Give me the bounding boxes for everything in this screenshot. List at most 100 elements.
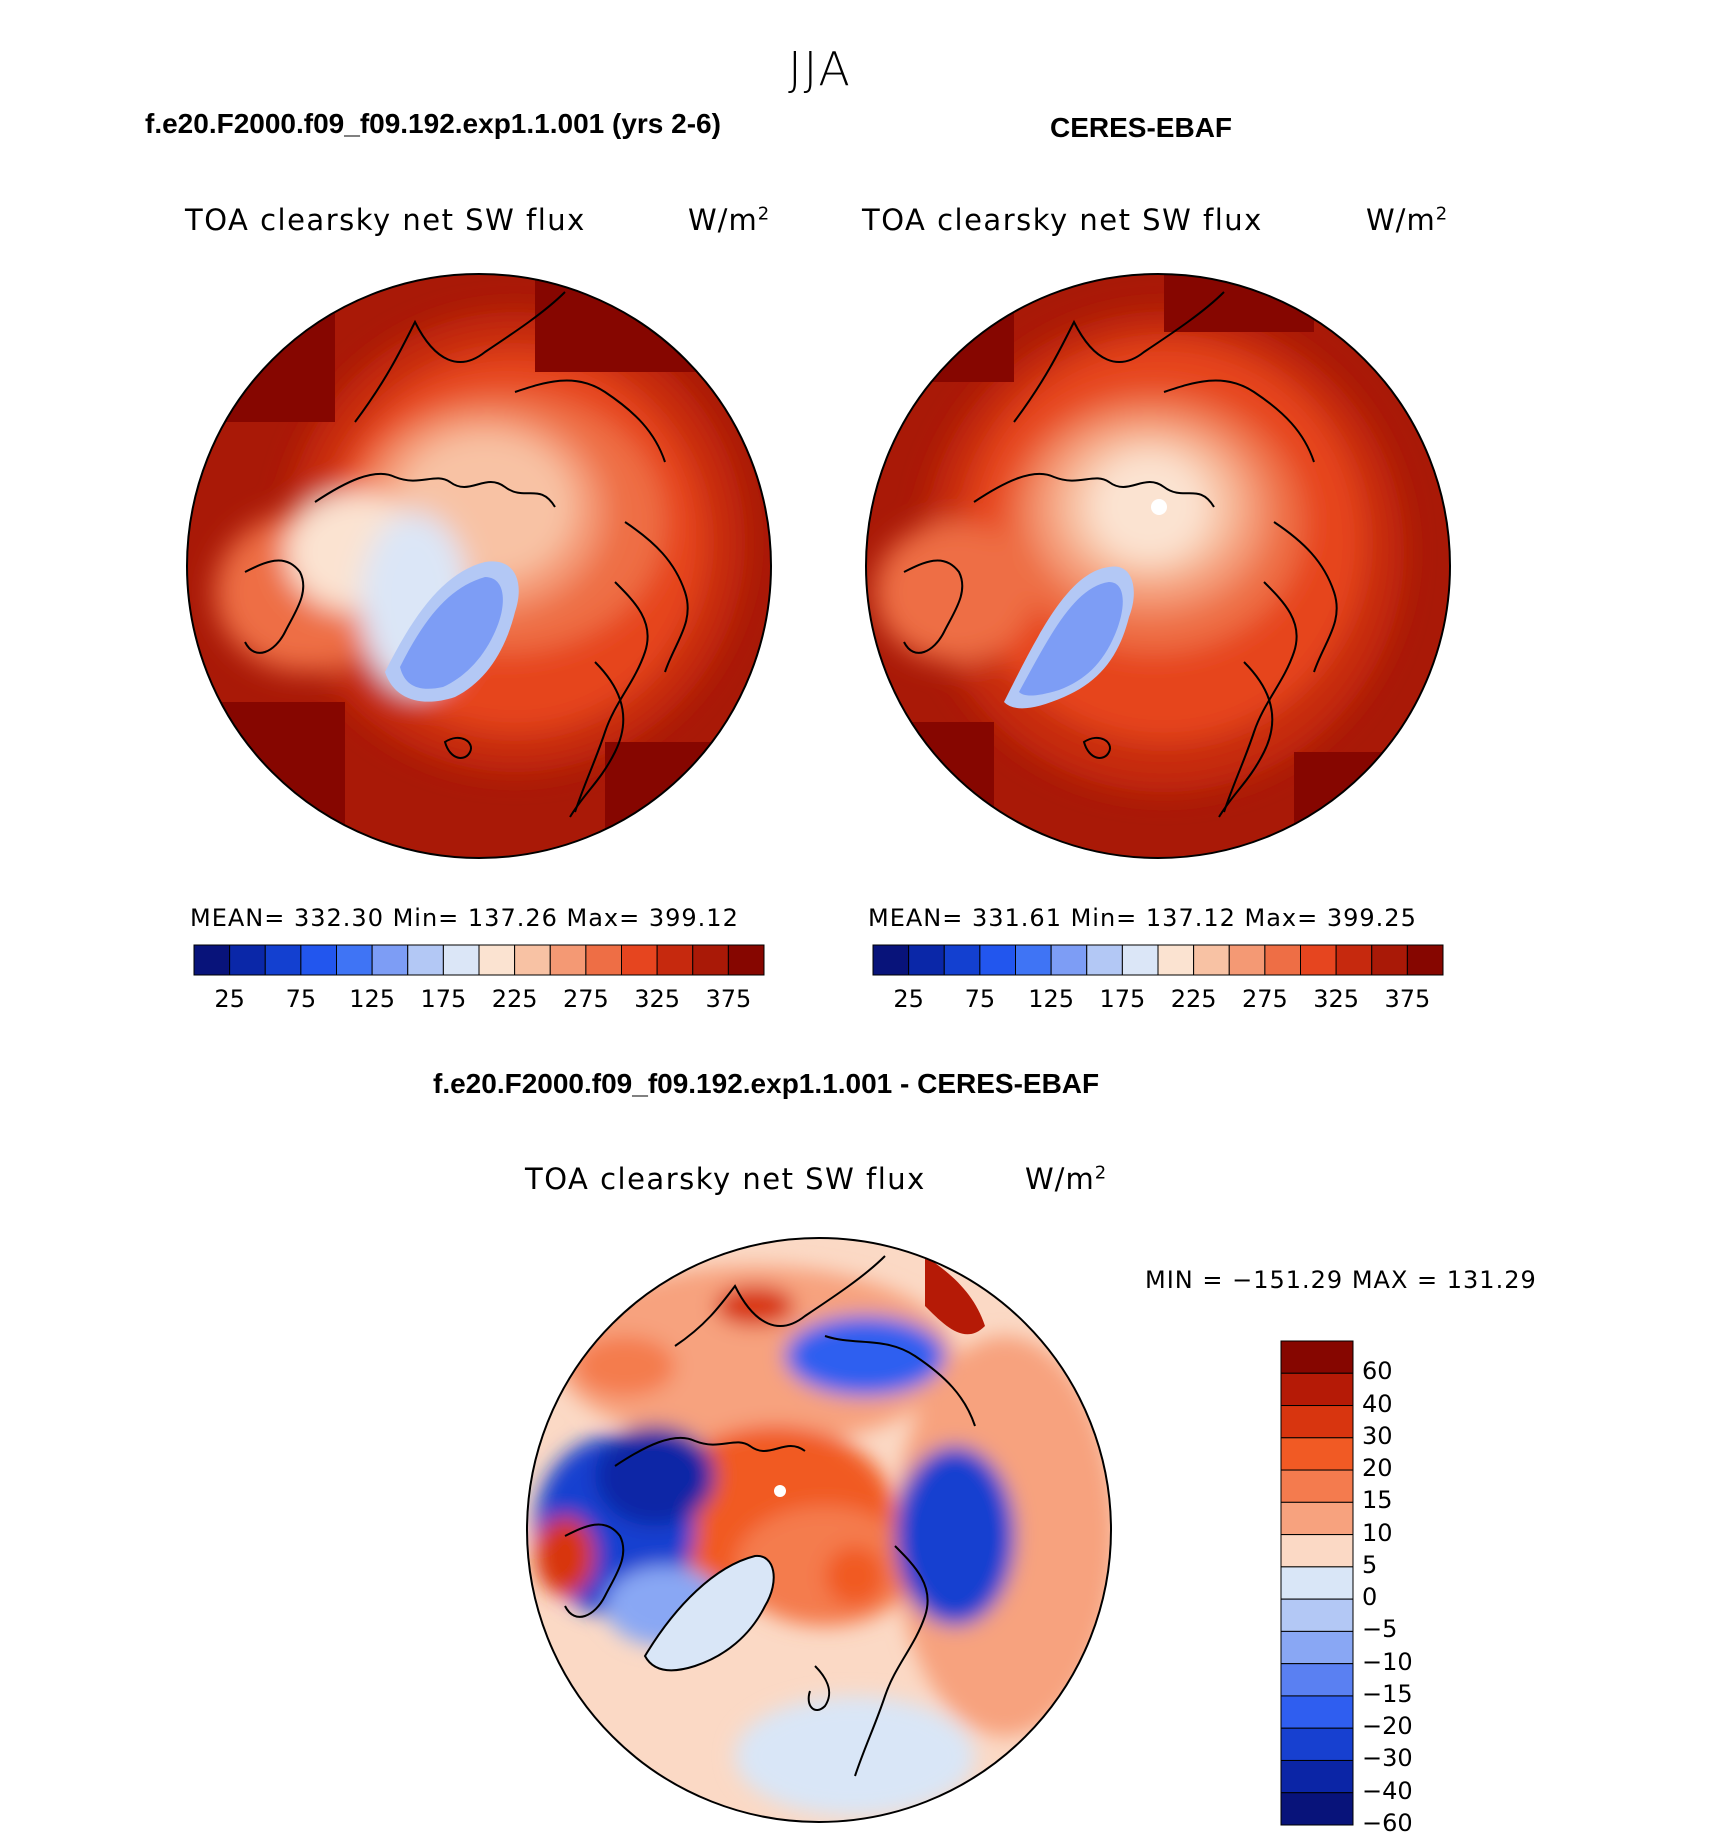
colorbar-swatch xyxy=(1280,1501,1354,1536)
colorbar-tick-label: −5 xyxy=(1362,1615,1398,1644)
colorbar-tick-label: 25 xyxy=(214,985,245,1013)
colorbar-tick-label: 75 xyxy=(964,985,996,1013)
colorbar-swatch xyxy=(1371,944,1408,976)
colorbar-swatch xyxy=(1280,1566,1354,1600)
colorbar-swatch xyxy=(193,944,231,976)
colorbar-swatch xyxy=(300,944,337,976)
colorbar-swatch xyxy=(943,944,981,976)
colorbar-swatch xyxy=(1228,944,1266,976)
right-polar-map xyxy=(865,273,1451,859)
colorbar-swatch xyxy=(371,944,409,976)
diff-units-label: W/m2 xyxy=(1025,1162,1108,1196)
colorbar-swatch xyxy=(585,944,622,976)
colorbar-tick-label: 5 xyxy=(1362,1550,1378,1579)
colorbar-swatch xyxy=(407,944,444,976)
colorbar-tick-label: 125 xyxy=(349,985,396,1013)
colorbar-swatch xyxy=(1193,944,1230,976)
colorbar-swatch xyxy=(872,944,910,976)
colorbar-swatch xyxy=(621,944,658,976)
colorbar-tick-label: 225 xyxy=(1170,985,1217,1013)
colorbar-swatch xyxy=(1406,944,1444,976)
colorbar-swatch xyxy=(1280,1469,1354,1503)
diff-colorbar-labels: 60 40 30 20 15 10 5 0 −5 −10 −15 −20 −30 −40 −60 xyxy=(1362,1340,1462,1837)
colorbar-tick-label: 275 xyxy=(1241,985,1288,1013)
colorbar-swatch xyxy=(1280,1695,1354,1729)
right-colorbar-labels: 25 75 125 175 225 275 325 375 xyxy=(872,985,1444,1015)
difference-polar-map xyxy=(526,1237,1112,1823)
colorbar-tick-label: 275 xyxy=(562,985,609,1013)
colorbar-swatch xyxy=(1157,944,1195,976)
colorbar-swatch xyxy=(1280,1372,1354,1407)
right-variable-label: TOA clearsky net SW flux xyxy=(862,203,1263,237)
colorbar-swatch xyxy=(1280,1759,1354,1794)
colorbar-tick-label: 375 xyxy=(1384,985,1431,1013)
colorbar-tick-label: 0 xyxy=(1362,1583,1378,1612)
colorbar-swatch xyxy=(1015,944,1052,976)
colorbar-swatch xyxy=(908,944,945,976)
left-colorbar-labels: 25 75 125 175 225 275 325 375 xyxy=(193,985,765,1015)
colorbar-tick-label: −60 xyxy=(1362,1809,1413,1837)
right-stats: MEAN= 331.61 Min= 137.12 Max= 399.25 xyxy=(868,904,1417,932)
colorbar-tick-label: −30 xyxy=(1362,1744,1413,1773)
colorbar-swatch xyxy=(478,944,516,976)
colorbar-swatch xyxy=(1280,1663,1354,1697)
colorbar-tick-label: 10 xyxy=(1362,1518,1393,1547)
colorbar-tick-label: −20 xyxy=(1362,1712,1413,1741)
colorbar-swatch xyxy=(549,944,587,976)
colorbar-tick-label: −40 xyxy=(1362,1776,1413,1805)
colorbar-swatch xyxy=(1280,1598,1354,1632)
colorbar-swatch xyxy=(1280,1534,1354,1568)
colorbar-tick-label: 375 xyxy=(705,985,752,1013)
colorbar-tick-label: 25 xyxy=(893,985,924,1013)
right-units-label: W/m2 xyxy=(1366,203,1449,237)
left-units-label: W/m2 xyxy=(688,203,771,237)
colorbar-swatch xyxy=(1280,1437,1354,1471)
obs-case-title: CERES-EBAF xyxy=(1050,112,1233,143)
colorbar-swatch xyxy=(1121,944,1159,976)
colorbar-swatch xyxy=(1280,1405,1354,1439)
colorbar-tick-label: 325 xyxy=(634,985,681,1013)
colorbar-tick-label: 40 xyxy=(1362,1389,1393,1418)
diff-stats: MIN = −151.29 MAX = 131.29 xyxy=(1145,1266,1537,1294)
colorbar-swatch xyxy=(264,944,302,976)
colorbar-tick-label: −15 xyxy=(1362,1679,1413,1708)
test-case-title: f.e20.F2000.f09_f09.192.exp1.1.001 (yrs … xyxy=(145,108,721,139)
left-colorbar xyxy=(193,944,765,976)
colorbar-swatch xyxy=(656,944,694,976)
colorbar-swatch xyxy=(229,944,266,976)
colorbar-swatch xyxy=(1300,944,1337,976)
left-stats: MEAN= 332.30 Min= 137.26 Max= 399.12 xyxy=(190,904,739,932)
colorbar-swatch xyxy=(727,944,765,976)
colorbar-swatch xyxy=(1264,944,1301,976)
colorbar-swatch xyxy=(692,944,729,976)
colorbar-tick-label: −10 xyxy=(1362,1647,1413,1676)
colorbar-swatch xyxy=(336,944,373,976)
colorbar-tick-label: 325 xyxy=(1313,985,1360,1013)
diff-colorbar xyxy=(1280,1340,1354,1826)
difference-title: f.e20.F2000.f09_f09.192.exp1.1.001 - CER… xyxy=(433,1068,1100,1099)
colorbar-tick-label: 175 xyxy=(420,985,467,1013)
colorbar-tick-label: 225 xyxy=(491,985,538,1013)
left-variable-label: TOA clearsky net SW flux xyxy=(185,203,586,237)
colorbar-swatch xyxy=(1280,1340,1354,1374)
right-colorbar xyxy=(872,944,1444,976)
colorbar-swatch xyxy=(442,944,480,976)
colorbar-tick-label: 125 xyxy=(1028,985,1075,1013)
colorbar-swatch xyxy=(979,944,1016,976)
colorbar-swatch xyxy=(1050,944,1088,976)
colorbar-tick-label: 20 xyxy=(1362,1454,1393,1483)
colorbar-tick-label: 30 xyxy=(1362,1421,1393,1450)
season-title: JJA xyxy=(788,42,852,96)
colorbar-swatch xyxy=(1280,1727,1354,1761)
colorbar-swatch xyxy=(1280,1630,1354,1665)
colorbar-swatch xyxy=(1335,944,1373,976)
colorbar-tick-label: 15 xyxy=(1362,1486,1393,1515)
colorbar-swatch xyxy=(1086,944,1123,976)
left-polar-map xyxy=(186,273,772,859)
colorbar-tick-label: 60 xyxy=(1362,1357,1393,1386)
colorbar-swatch xyxy=(1280,1792,1354,1826)
colorbar-tick-label: 75 xyxy=(285,985,317,1013)
colorbar-swatch xyxy=(514,944,551,976)
colorbar-tick-label: 175 xyxy=(1099,985,1146,1013)
diff-variable-label: TOA clearsky net SW flux xyxy=(525,1162,926,1196)
